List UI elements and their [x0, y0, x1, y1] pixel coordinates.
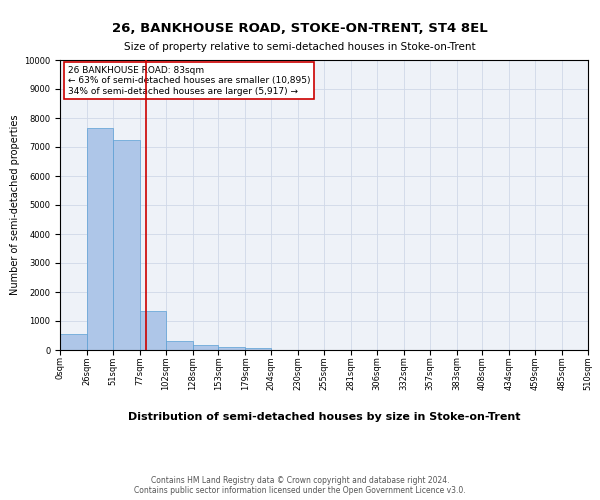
Bar	[245, 348, 271, 350]
Text: 26 BANKHOUSE ROAD: 83sqm
← 63% of semi-detached houses are smaller (10,895)
34% : 26 BANKHOUSE ROAD: 83sqm ← 63% of semi-d…	[68, 66, 310, 96]
Text: 26, BANKHOUSE ROAD, STOKE-ON-TRENT, ST4 8EL: 26, BANKHOUSE ROAD, STOKE-ON-TRENT, ST4 …	[112, 22, 488, 36]
Bar	[193, 345, 218, 350]
Y-axis label: Number of semi-detached properties: Number of semi-detached properties	[10, 115, 20, 295]
Bar	[166, 342, 193, 350]
Bar	[140, 311, 166, 350]
Bar	[113, 140, 140, 350]
Text: Distribution of semi-detached houses by size in Stoke-on-Trent: Distribution of semi-detached houses by …	[128, 412, 520, 422]
Bar	[60, 334, 87, 350]
Bar	[87, 128, 113, 350]
Text: Contains HM Land Registry data © Crown copyright and database right 2024.
Contai: Contains HM Land Registry data © Crown c…	[134, 476, 466, 495]
Text: Size of property relative to semi-detached houses in Stoke-on-Trent: Size of property relative to semi-detach…	[124, 42, 476, 52]
Bar	[218, 347, 245, 350]
